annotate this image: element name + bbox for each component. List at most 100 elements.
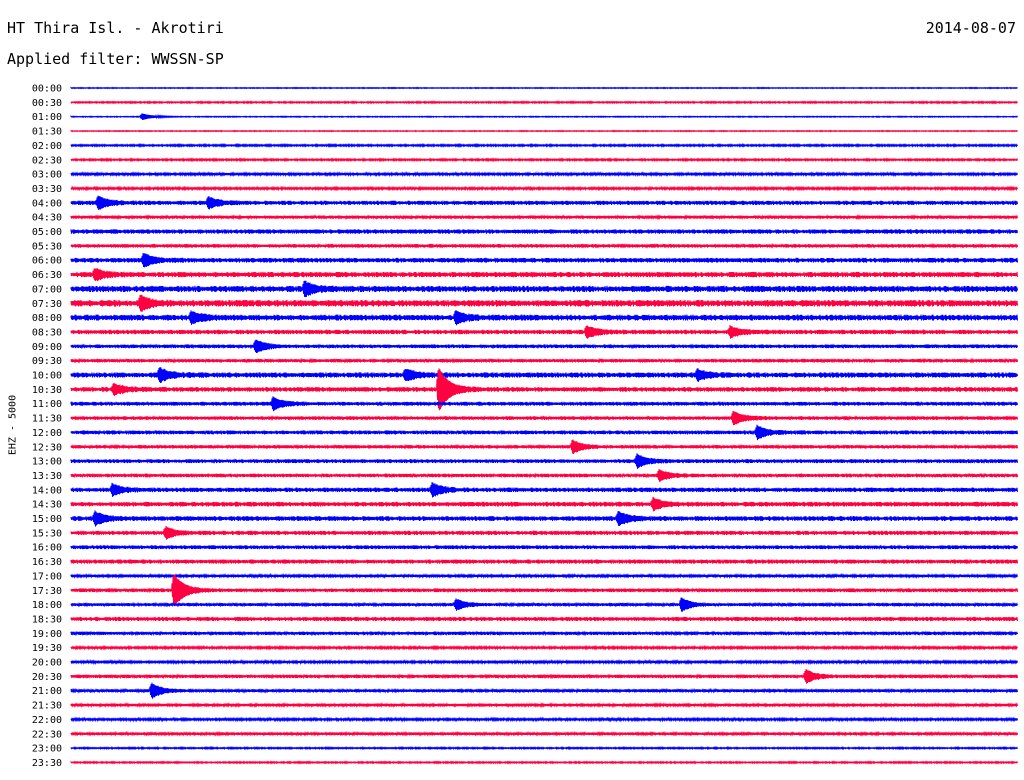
row-time-label: 17:00 (32, 571, 62, 582)
trace-row (70, 644, 1018, 651)
trace-row (70, 242, 1018, 249)
trace-row (70, 439, 1018, 455)
row-time-label: 10:30 (32, 385, 62, 396)
trace-row (70, 716, 1018, 723)
date-label: 2014-08-07 (925, 19, 1016, 37)
row-time-label: 21:00 (32, 686, 62, 697)
trace-row (70, 658, 1018, 666)
trace-row (70, 730, 1018, 737)
trace-row (70, 357, 1018, 364)
trace-row (70, 129, 1018, 133)
row-time-label: 11:30 (32, 414, 62, 425)
trace-row (70, 468, 1018, 482)
row-time-label: 00:00 (32, 84, 62, 95)
trace-row (70, 510, 1018, 527)
row-time-label: 00:30 (32, 98, 62, 109)
row-time-label: 22:30 (32, 729, 62, 740)
row-time-label: 15:30 (32, 528, 62, 539)
trace-row (70, 424, 1018, 441)
row-time-label: 15:00 (32, 514, 62, 525)
trace-row (70, 113, 1018, 121)
trace-row (70, 616, 1018, 622)
trace-row (70, 558, 1018, 565)
row-time-label: 18:30 (32, 614, 62, 625)
row-time-label: 01:30 (32, 127, 62, 138)
row-time-label: 09:30 (32, 356, 62, 367)
station-title: HT Thira Isl. - Akrotiri (7, 19, 224, 37)
trace-row (70, 324, 1018, 339)
row-time-label: 04:00 (32, 198, 62, 209)
trace-row (70, 267, 1018, 282)
row-time-label: 06:30 (32, 270, 62, 281)
trace-row (70, 100, 1018, 105)
trace-row (70, 171, 1018, 178)
row-time-label: 10:00 (32, 371, 62, 382)
trace-row (70, 253, 1018, 268)
trace-row (70, 745, 1018, 751)
trace-row (70, 453, 1018, 469)
row-time-label: 05:30 (32, 241, 62, 252)
trace-row (70, 572, 1018, 579)
trace-row (70, 396, 1018, 412)
trace-row (70, 157, 1018, 163)
row-time-label: 23:30 (32, 758, 62, 769)
row-time-label: 16:30 (32, 557, 62, 568)
row-time-label: 06:00 (32, 256, 62, 267)
row-time-label: 13:30 (32, 471, 62, 482)
row-time-label: 07:30 (32, 299, 62, 310)
trace-row (70, 544, 1018, 551)
row-time-label: 01:00 (32, 112, 62, 123)
trace-row (70, 525, 1018, 540)
row-time-label: 05:00 (32, 227, 62, 238)
row-time-label: 18:00 (32, 600, 62, 611)
row-time-label: 21:30 (32, 701, 62, 712)
row-time-label: 11:00 (32, 399, 62, 410)
row-time-label: 23:00 (32, 744, 62, 755)
row-time-label: 03:00 (32, 170, 62, 181)
trace-row (70, 366, 1018, 384)
trace-row (70, 229, 1018, 234)
row-time-label: 04:30 (32, 213, 62, 224)
trace-row (70, 669, 1018, 684)
trace-row (70, 630, 1018, 637)
trace-row (70, 702, 1018, 709)
trace-row (70, 294, 1018, 312)
row-time-label: 14:30 (32, 500, 62, 511)
row-time-label: 19:30 (32, 643, 62, 654)
trace-row (70, 309, 1018, 326)
row-time-label: 12:00 (32, 428, 62, 439)
trace-row (70, 86, 1018, 90)
trace-row (70, 574, 1018, 607)
trace-row (70, 482, 1018, 498)
filter-label: Applied filter: WWSSN-SP (7, 50, 224, 68)
row-time-label: 20:30 (32, 672, 62, 683)
row-time-label: 08:30 (32, 327, 62, 338)
row-time-label: 20:00 (32, 658, 62, 669)
trace-row (70, 760, 1018, 765)
trace-row (70, 496, 1018, 512)
row-time-label: 13:00 (32, 457, 62, 468)
trace-row (70, 195, 1018, 210)
trace-row (70, 280, 1018, 298)
row-time-label: 03:30 (32, 184, 62, 195)
trace-row (70, 214, 1018, 221)
trace-row (70, 682, 1018, 699)
row-time-label: 09:00 (32, 342, 62, 353)
row-time-label: 12:30 (32, 442, 62, 453)
trace-row (70, 185, 1018, 192)
trace-row (70, 142, 1018, 148)
row-time-label: 19:00 (32, 629, 62, 640)
trace-row (70, 368, 1018, 411)
trace-row (70, 597, 1018, 612)
row-time-label: 07:00 (32, 284, 62, 295)
row-time-label: 02:30 (32, 155, 62, 166)
row-time-label: 17:30 (32, 586, 62, 597)
trace-row (70, 339, 1018, 354)
row-time-label: 14:00 (32, 485, 62, 496)
row-time-label: 22:00 (32, 715, 62, 726)
trace-row (70, 410, 1018, 426)
row-time-label: 08:00 (32, 313, 62, 324)
row-time-label: 16:00 (32, 543, 62, 554)
row-time-label: 02:00 (32, 141, 62, 152)
